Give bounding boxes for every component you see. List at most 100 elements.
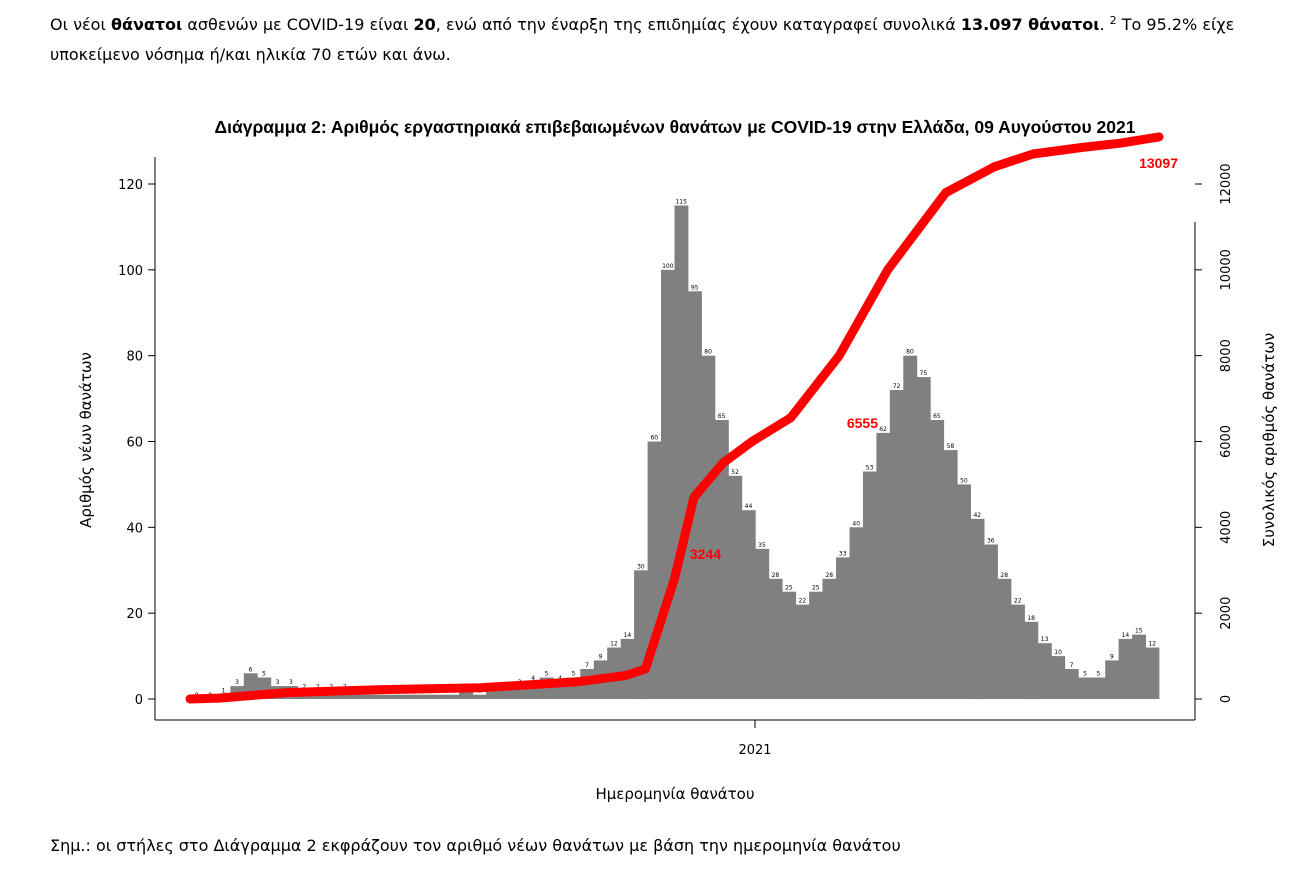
bar-value-label: 14 bbox=[1122, 632, 1130, 639]
bar-value-label: 5 bbox=[1096, 671, 1100, 678]
bar bbox=[1118, 638, 1133, 699]
bar-value-label: 15 bbox=[1135, 628, 1143, 635]
bar bbox=[1078, 677, 1093, 699]
y-tick-label: 0 bbox=[135, 693, 143, 708]
bar bbox=[365, 694, 379, 699]
bar bbox=[916, 377, 931, 699]
bar-value-label: 22 bbox=[1014, 598, 1022, 605]
bar-value-label: 95 bbox=[691, 284, 699, 291]
bar bbox=[1051, 656, 1066, 699]
y2-tick-label: 4000 bbox=[1219, 511, 1234, 544]
bar-value-label: 30 bbox=[637, 563, 645, 570]
bar-value-label: 18 bbox=[1027, 615, 1035, 622]
bar-value-label: 36 bbox=[987, 538, 995, 545]
bar bbox=[472, 694, 487, 699]
bar bbox=[768, 578, 783, 699]
bar-value-label: 35 bbox=[758, 542, 766, 549]
bar bbox=[701, 355, 716, 699]
bar bbox=[432, 694, 447, 699]
bar-value-label: 2 bbox=[302, 683, 306, 690]
bar bbox=[1064, 669, 1079, 699]
bar-value-label: 62 bbox=[879, 426, 887, 433]
bar-value-label: 25 bbox=[785, 585, 793, 592]
bar bbox=[661, 269, 675, 699]
bar bbox=[970, 518, 985, 700]
bar bbox=[1037, 643, 1052, 699]
bar-value-label: 28 bbox=[772, 572, 780, 579]
bar bbox=[351, 694, 366, 699]
intro-bold-deaths: θάνατοι bbox=[110, 15, 183, 34]
bar bbox=[1145, 647, 1160, 699]
x-tick-label: 2021 bbox=[738, 743, 771, 758]
bar-value-label: 12 bbox=[610, 641, 618, 648]
bar bbox=[1024, 621, 1039, 700]
bar-value-label: 52 bbox=[731, 469, 739, 476]
bar bbox=[795, 604, 810, 699]
bar-value-label: 6 bbox=[249, 666, 253, 673]
y-tick-label: 120 bbox=[118, 178, 143, 193]
y2-axis-label: Συνολικός αριθμός θανάτων bbox=[1260, 333, 1278, 548]
y2-tick-label: 6000 bbox=[1219, 425, 1234, 458]
y2-tick-label: 2000 bbox=[1219, 597, 1234, 630]
bar bbox=[889, 390, 904, 699]
bar bbox=[755, 548, 770, 699]
footnote-marker[interactable]: 2 bbox=[1109, 14, 1117, 27]
bar-value-label: 80 bbox=[704, 349, 712, 356]
intro-text: , ενώ από την έναρξη της επιδημίας έχουν… bbox=[435, 15, 961, 34]
bar-value-label: 9 bbox=[599, 653, 603, 660]
bar bbox=[997, 578, 1012, 699]
y2-tick-label: 0 bbox=[1219, 695, 1234, 703]
bar-value-label: 4 bbox=[558, 675, 562, 682]
bar-value-label: 44 bbox=[745, 503, 753, 510]
y-tick-label: 60 bbox=[126, 436, 143, 451]
bar-value-label: 10 bbox=[1054, 649, 1062, 656]
y-tick-label: 80 bbox=[126, 350, 143, 365]
bar bbox=[957, 484, 971, 699]
annotation-6555: 6555 bbox=[847, 415, 878, 431]
bar-value-label: 22 bbox=[799, 598, 807, 605]
intro-bold-total-deaths: 13.097 θάνατοι bbox=[960, 15, 1100, 34]
bar-value-label: 5 bbox=[1083, 671, 1087, 678]
bar-value-label: 100 bbox=[662, 263, 674, 270]
bar bbox=[486, 690, 500, 699]
bar bbox=[822, 578, 837, 699]
bar-value-label: 3 bbox=[289, 679, 293, 686]
bar bbox=[984, 544, 998, 699]
bar-value-label: 65 bbox=[933, 413, 941, 420]
bar-value-label: 80 bbox=[906, 349, 914, 356]
bar bbox=[634, 570, 648, 700]
bar-value-label: 7 bbox=[585, 662, 589, 669]
bar-value-label: 3 bbox=[276, 679, 280, 686]
bar-value-label: 13 bbox=[1041, 636, 1049, 643]
cumulative-deaths-line bbox=[185, 132, 1164, 704]
bar-value-label: 115 bbox=[675, 199, 687, 206]
bar bbox=[728, 475, 743, 699]
chart-title: Διάγραμμα 2: Αριθμός εργαστηριακά επιβεβ… bbox=[215, 117, 1136, 137]
bar bbox=[418, 694, 433, 699]
annotation-13097: 13097 bbox=[1139, 155, 1178, 171]
bar bbox=[1011, 604, 1025, 699]
bar bbox=[499, 690, 514, 699]
bar bbox=[445, 694, 460, 699]
y-axis-label: Αριθμός νέων θανάτων bbox=[77, 352, 95, 528]
bar bbox=[1132, 634, 1146, 699]
bar bbox=[862, 471, 877, 699]
bar-value-label: 58 bbox=[947, 443, 955, 450]
bar bbox=[459, 690, 474, 699]
bar-value-label: 25 bbox=[812, 585, 820, 592]
bar bbox=[782, 591, 797, 699]
bar bbox=[943, 450, 958, 699]
bar-value-label: 33 bbox=[839, 550, 847, 557]
bar-value-label: 7 bbox=[1070, 662, 1074, 669]
y-tick-label: 40 bbox=[126, 521, 143, 536]
y2-tick-label: 12000 bbox=[1219, 163, 1234, 204]
bar-value-label: 2 bbox=[316, 683, 320, 690]
bar-value-label: 65 bbox=[718, 413, 726, 420]
bar-value-label: 5 bbox=[545, 671, 549, 678]
bar bbox=[876, 432, 891, 699]
intro-text: Το 95.2% είχε bbox=[1116, 15, 1235, 34]
bar bbox=[405, 694, 420, 699]
bar-value-label: 14 bbox=[624, 632, 632, 639]
bar bbox=[714, 420, 729, 699]
